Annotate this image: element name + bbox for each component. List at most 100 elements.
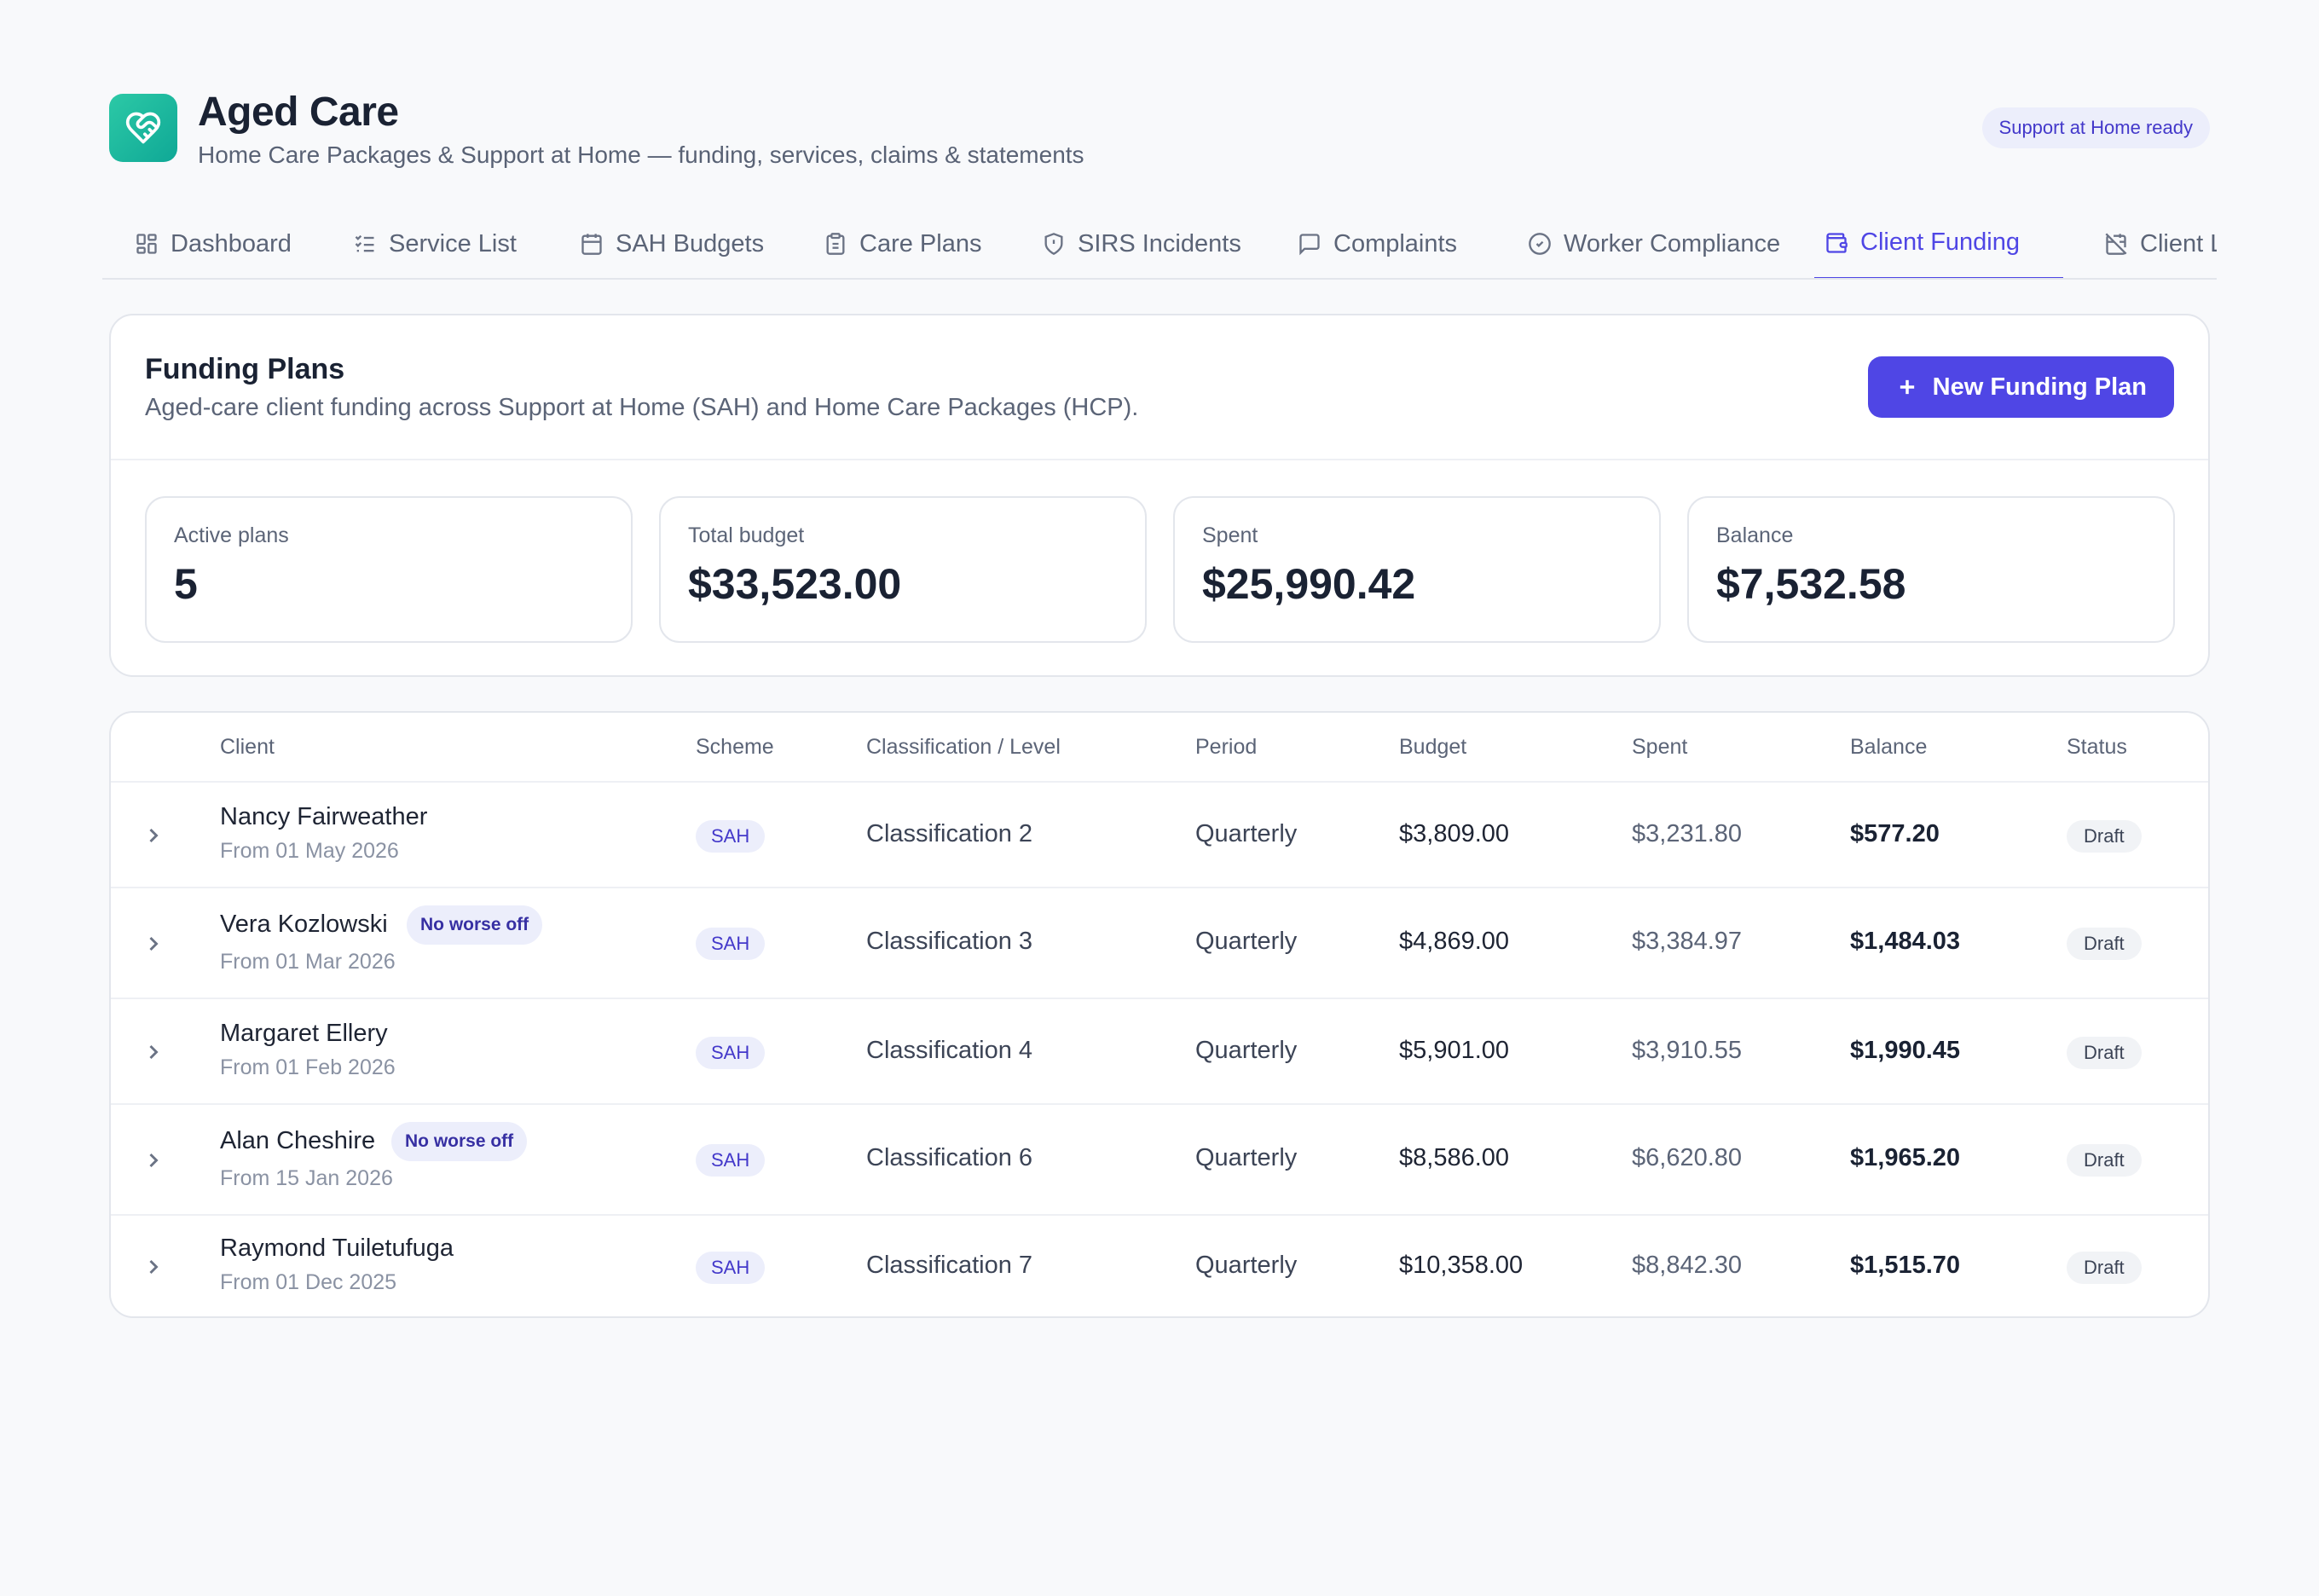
classification-cell: Classification 2 <box>866 820 1033 847</box>
new-funding-plan-button[interactable]: New Funding Plan <box>1867 356 2174 418</box>
tab-service-list[interactable]: Service List <box>343 213 527 278</box>
column-header-balance: Balance <box>1850 735 1928 759</box>
plus-icon <box>1900 379 1914 395</box>
tab-label: Client Funding <box>1860 228 2020 256</box>
app-subtitle: Home Care Packages & Support at Home — f… <box>198 142 1084 168</box>
app-header: Aged Care Home Care Packages & Support a… <box>109 89 2210 174</box>
chevron-right-icon <box>149 1044 159 1060</box>
column-header-client: Client <box>220 735 275 759</box>
client-name[interactable]: Raymond Tuiletufuga <box>220 1235 454 1262</box>
client-start-date: From 15 Jan 2026 <box>220 1166 393 1190</box>
stat-spent: Spent $25,990.42 <box>1173 496 1661 643</box>
status-badge: Draft <box>2067 820 2142 853</box>
new-funding-plan-label: New Funding Plan <box>1932 373 2147 401</box>
message-square-icon <box>1299 234 1320 256</box>
table-row[interactable]: Margaret Ellery From 01 Feb 2026 SAH Cla… <box>111 999 2208 1105</box>
funding-plans-header: Funding Plans Aged-care client funding a… <box>111 315 2208 460</box>
tab-sirs-incidents[interactable]: SIRS Incidents <box>1032 213 1252 278</box>
client-name[interactable]: Margaret Ellery <box>220 1020 388 1047</box>
stat-label: Spent <box>1202 523 1258 547</box>
tab-dashboard[interactable]: Dashboard <box>124 213 302 278</box>
column-header-period: Period <box>1195 735 1258 759</box>
expand-row-button[interactable] <box>142 1255 165 1279</box>
period-cell: Quarterly <box>1195 1144 1298 1171</box>
table-row[interactable]: Alan Cheshire No worse off From 15 Jan 2… <box>111 1105 2208 1216</box>
client-name[interactable]: Vera Kozlowski <box>220 911 388 938</box>
budget-cell: $8,586.00 <box>1399 1144 1510 1171</box>
client-start-date: From 01 Feb 2026 <box>220 1055 396 1079</box>
tab-sah-budgets[interactable]: SAH Budgets <box>570 213 774 278</box>
expand-row-button[interactable] <box>142 1148 165 1172</box>
budget-cell: $10,358.00 <box>1399 1252 1524 1279</box>
column-header-spent: Spent <box>1632 735 1688 759</box>
stat-balance: Balance $7,532.58 <box>1687 496 2175 643</box>
clipboard-icon <box>826 233 845 255</box>
balance-cell: $1,515.70 <box>1850 1252 1961 1279</box>
status-badge: Draft <box>2067 928 2142 960</box>
period-cell: Quarterly <box>1195 820 1298 847</box>
tab-care-plans[interactable]: Care Plans <box>813 213 992 278</box>
status-badge: Draft <box>2067 1037 2142 1069</box>
tab-complaints[interactable]: Complaints <box>1287 213 1467 278</box>
heart-handshake-icon <box>109 94 177 162</box>
stat-active-plans: Active plans 5 <box>145 496 633 643</box>
check-circle-icon <box>1529 233 1551 255</box>
tab-label: Service List <box>389 229 517 257</box>
classification-cell: Classification 3 <box>866 928 1033 955</box>
section-title: Funding Plans <box>145 353 345 385</box>
balance-cell: $1,990.45 <box>1850 1037 1961 1064</box>
tab-label: Dashboard <box>171 229 292 257</box>
table-header: Client Scheme Classification / Level Per… <box>111 713 2208 783</box>
tab-label: Complaints <box>1333 229 1458 257</box>
calendar-icon <box>581 234 602 255</box>
budget-cell: $4,869.00 <box>1399 928 1510 955</box>
client-name[interactable]: Nancy Fairweather <box>220 803 428 830</box>
expand-row-button[interactable] <box>142 1040 165 1064</box>
table-row[interactable]: Vera Kozlowski No worse off From 01 Mar … <box>111 888 2208 999</box>
balance-cell: $1,965.20 <box>1850 1144 1961 1171</box>
tab-worker-compliance[interactable]: Worker Compliance <box>1518 213 1790 278</box>
period-cell: Quarterly <box>1195 1037 1298 1064</box>
tab-label: SAH Budgets <box>616 229 765 257</box>
support-at-home-badge: Support at Home ready <box>1981 107 2210 148</box>
status-badge: Draft <box>2067 1144 2142 1177</box>
grid-icon <box>136 234 157 254</box>
funding-plans-table: Client Scheme Classification / Level Per… <box>109 711 2210 1318</box>
wallet-icon <box>1826 232 1848 253</box>
expand-row-button[interactable] <box>142 932 165 956</box>
scheme-badge: SAH <box>696 1252 766 1284</box>
tab-client-funding[interactable]: Client Funding <box>1814 213 2063 278</box>
stat-value: 5 <box>174 560 198 608</box>
client-start-date: From 01 Mar 2026 <box>220 950 396 974</box>
tab-label: Client L <box>2140 229 2217 257</box>
funding-plans-card: Funding Plans Aged-care client funding a… <box>109 314 2210 677</box>
balance-cell: $1,484.03 <box>1850 928 1961 955</box>
main-tabs: Dashboard Service List SAH Budgets Care … <box>102 213 2217 280</box>
no-worse-off-badge: No worse off <box>407 905 543 945</box>
client-name[interactable]: Alan Cheshire <box>220 1127 376 1154</box>
chevron-right-icon <box>149 1153 159 1168</box>
table-row[interactable]: Raymond Tuiletufuga From 01 Dec 2025 SAH… <box>111 1216 2208 1316</box>
table-row[interactable]: Nancy Fairweather From 01 May 2026 SAH C… <box>111 783 2208 888</box>
classification-cell: Classification 6 <box>866 1144 1033 1171</box>
checklist-icon <box>355 234 374 252</box>
tab-label: Worker Compliance <box>1564 229 1781 257</box>
client-start-date: From 01 Dec 2025 <box>220 1270 397 1294</box>
chevron-right-icon <box>149 936 159 951</box>
shield-alert-icon <box>1044 233 1063 255</box>
tab-label: Care Plans <box>859 229 982 257</box>
spent-cell: $3,384.97 <box>1632 928 1743 955</box>
scheme-badge: SAH <box>696 820 766 853</box>
period-cell: Quarterly <box>1195 928 1298 955</box>
app-title: Aged Care <box>198 90 399 135</box>
stat-value: $25,990.42 <box>1202 560 1416 608</box>
stat-value: $7,532.58 <box>1716 560 1906 608</box>
expand-row-button[interactable] <box>142 824 165 847</box>
balance-cell: $577.20 <box>1850 820 1940 847</box>
status-badge: Draft <box>2067 1252 2142 1284</box>
spent-cell: $3,231.80 <box>1632 820 1743 847</box>
budget-cell: $3,809.00 <box>1399 820 1510 847</box>
tab-client-l[interactable]: Client L <box>2094 213 2217 278</box>
column-header-scheme: Scheme <box>696 735 774 759</box>
